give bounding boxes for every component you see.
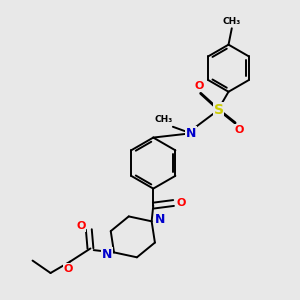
Text: CH₃: CH₃ — [155, 115, 173, 124]
Text: N: N — [186, 127, 196, 140]
Text: O: O — [194, 81, 204, 91]
Text: CH₃: CH₃ — [223, 16, 241, 26]
Text: N: N — [154, 213, 165, 226]
Text: O: O — [76, 221, 86, 231]
Text: O: O — [176, 198, 185, 208]
Text: S: S — [214, 103, 224, 117]
Text: N: N — [102, 248, 112, 260]
Text: O: O — [234, 125, 244, 135]
Text: O: O — [64, 264, 73, 274]
